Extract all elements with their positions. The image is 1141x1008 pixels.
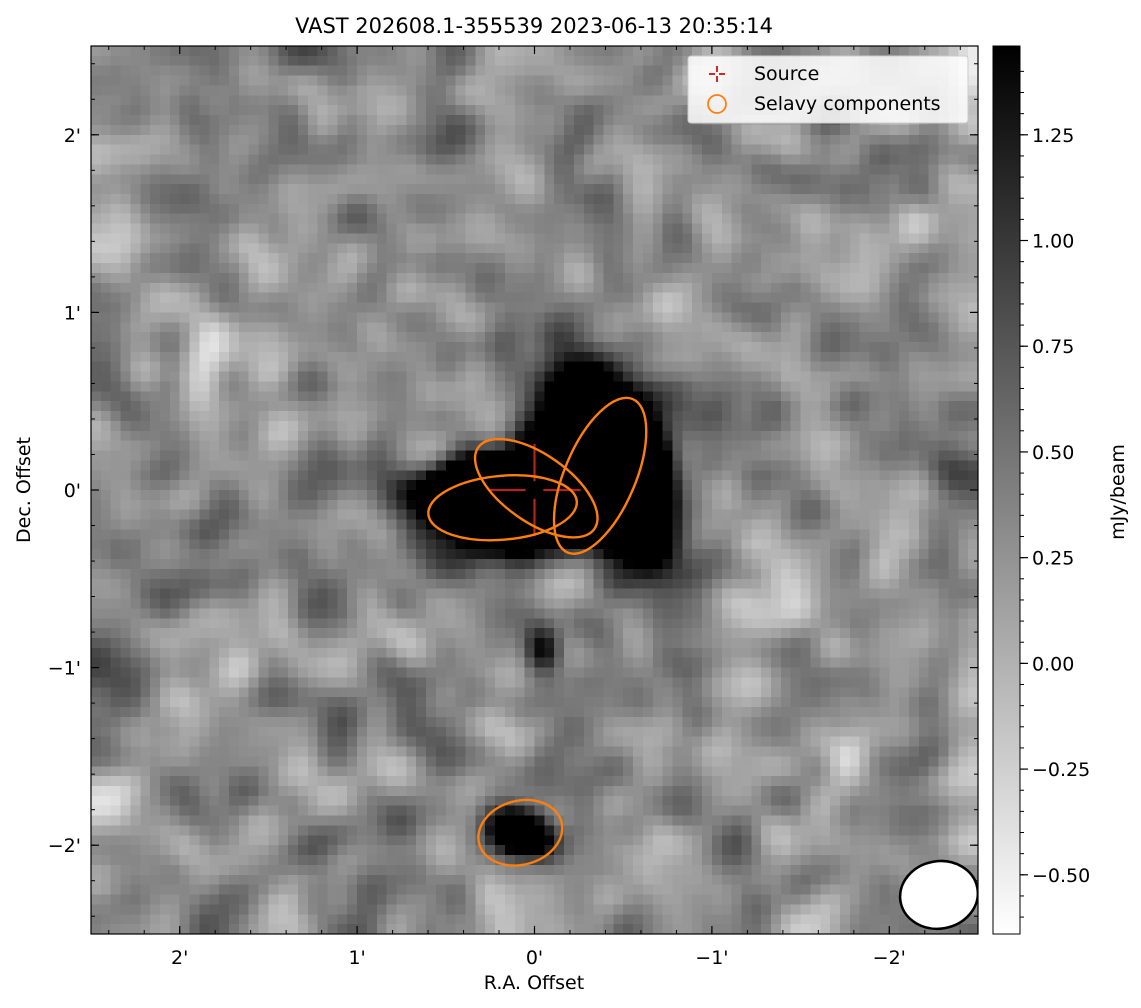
x-axis-label: R.A. Offset <box>484 972 584 994</box>
selavy-component-3 <box>477 798 564 867</box>
colorbar-tick-label-2: 0.75 <box>1032 336 1074 358</box>
selavy-component-2 <box>552 396 648 555</box>
legend-source-marker <box>709 66 725 82</box>
overlay-layer <box>427 396 978 931</box>
x-tick-label-3: −1' <box>695 947 728 969</box>
y-axis-label: Dec. Offset <box>13 437 35 543</box>
x-axis-ticks: 2' 1' 0' −1' −2' <box>108 46 961 969</box>
y-axis-ticks: 2' 1' 0' −1' −2' <box>48 63 978 917</box>
y-tick-label-2: 0' <box>64 480 81 502</box>
x-tick-label-2: 0' <box>526 947 543 969</box>
y-tick-label-1: 1' <box>64 302 81 324</box>
selavy-component-0 <box>427 474 579 542</box>
legend-selavy-label: Selavy components <box>754 93 941 115</box>
selavy-component-1 <box>473 437 599 539</box>
colorbar-tick-label-7: −0.50 <box>1032 865 1090 887</box>
legend-source-label: Source <box>754 63 819 85</box>
chart-title: VAST 202608.1-355539 2023-06-13 20:35:14 <box>295 14 773 38</box>
colorbar: 1.25 1.00 0.75 0.50 0.25 0.00 −0.25 −0.50 mJy/b… <box>992 45 1129 935</box>
y-tick-label-4: −2' <box>48 835 81 857</box>
colorbar-tick-label-0: 1.25 <box>1032 125 1074 147</box>
colorbar-tick-label-3: 0.50 <box>1032 442 1074 464</box>
legend-selavy-marker <box>707 94 727 114</box>
y-tick-label-3: −1' <box>48 658 81 680</box>
x-tick-label-1: 1' <box>348 947 365 969</box>
image-panel <box>91 46 978 934</box>
colorbar-tick-label-1: 1.00 <box>1032 231 1074 253</box>
colorbar-label: mJy/beam <box>1107 444 1129 540</box>
colorbar-tick-label-4: 0.25 <box>1032 548 1074 570</box>
legend-box <box>687 55 969 124</box>
colorbar-tick-label-5: 0.00 <box>1032 653 1074 675</box>
colorbar-gradient <box>992 45 1021 935</box>
x-tick-label-0: 2' <box>171 947 188 969</box>
y-tick-label-0: 2' <box>64 125 81 147</box>
x-tick-label-4: −2' <box>873 947 906 969</box>
colorbar-ticks: 1.25 1.00 0.75 0.50 0.25 0.00 −0.25 −0.50 <box>1020 70 1090 918</box>
legend: Source Selavy components <box>687 55 969 124</box>
colorbar-tick-label-6: −0.25 <box>1032 759 1090 781</box>
